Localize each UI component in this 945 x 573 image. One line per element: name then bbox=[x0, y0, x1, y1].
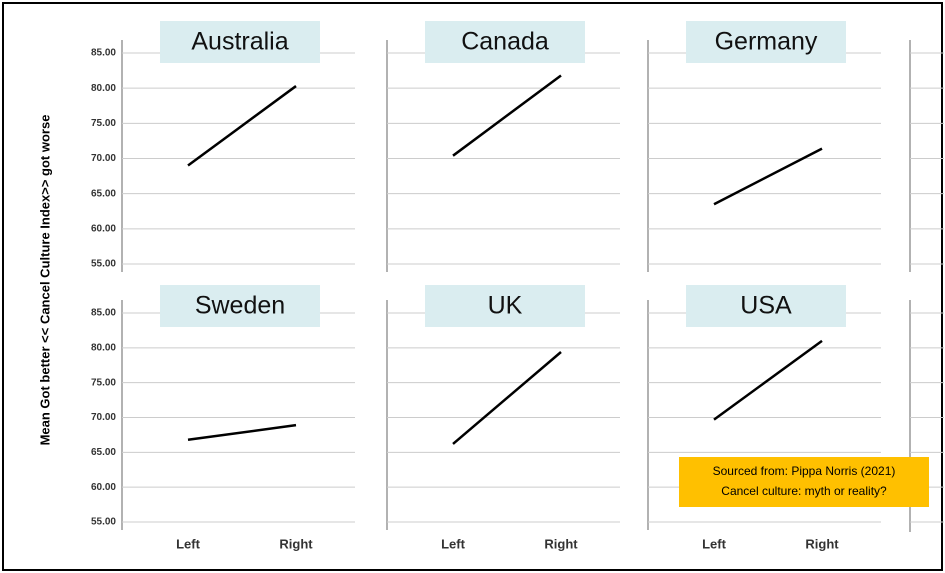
y-tick-label: 70.00 bbox=[91, 412, 116, 423]
y-tick-label: 85.00 bbox=[91, 48, 116, 59]
y-tick-label: 75.00 bbox=[91, 118, 116, 129]
title-box bbox=[686, 285, 846, 327]
title-box bbox=[425, 21, 585, 63]
panel-title: Sweden bbox=[195, 292, 285, 320]
panel-title: Canada bbox=[461, 28, 549, 56]
x-tick-label: Left bbox=[702, 536, 727, 551]
data-line bbox=[187, 423, 297, 442]
x-tick-label: Left bbox=[441, 536, 466, 551]
note: Cancel culture: myth or reality? bbox=[721, 484, 887, 498]
data-line bbox=[452, 74, 562, 157]
x-tick-label: Right bbox=[279, 536, 313, 551]
panel-title: Germany bbox=[715, 28, 818, 56]
x-tick-label: Left bbox=[176, 536, 201, 551]
x-tick-label: Right bbox=[544, 536, 578, 551]
y-tick-label: 60.00 bbox=[91, 223, 116, 234]
y-axis-label: Mean Got better << Cancel Culture Index>… bbox=[37, 115, 52, 446]
y-tick-label: 70.00 bbox=[91, 153, 116, 164]
note: Sourced from: Pippa Norris (2021) bbox=[713, 464, 896, 478]
y-tick-label: 85.00 bbox=[91, 308, 116, 319]
title-box bbox=[686, 21, 846, 63]
y-tick-label: 80.00 bbox=[91, 342, 116, 353]
title-box bbox=[425, 285, 585, 327]
y-tick-label: 80.00 bbox=[91, 83, 116, 94]
panel-title: UK bbox=[488, 292, 523, 320]
panel-title: Australia bbox=[191, 28, 288, 56]
y-tick-label: 75.00 bbox=[91, 377, 116, 388]
y-tick-label: 60.00 bbox=[91, 482, 116, 493]
y-tick-label: 55.00 bbox=[91, 517, 116, 528]
data-line bbox=[452, 351, 562, 445]
title-box bbox=[160, 21, 320, 63]
note-box bbox=[679, 457, 929, 507]
title-box bbox=[160, 285, 320, 327]
panel-title: USA bbox=[740, 292, 792, 320]
y-tick-label: 65.00 bbox=[91, 188, 116, 199]
data-line bbox=[713, 339, 823, 421]
y-tick-label: 65.00 bbox=[91, 447, 116, 458]
y-tick-label: 55.00 bbox=[91, 259, 116, 270]
data-line bbox=[187, 85, 297, 167]
data-line bbox=[713, 147, 823, 206]
x-tick-label: Right bbox=[805, 536, 839, 551]
